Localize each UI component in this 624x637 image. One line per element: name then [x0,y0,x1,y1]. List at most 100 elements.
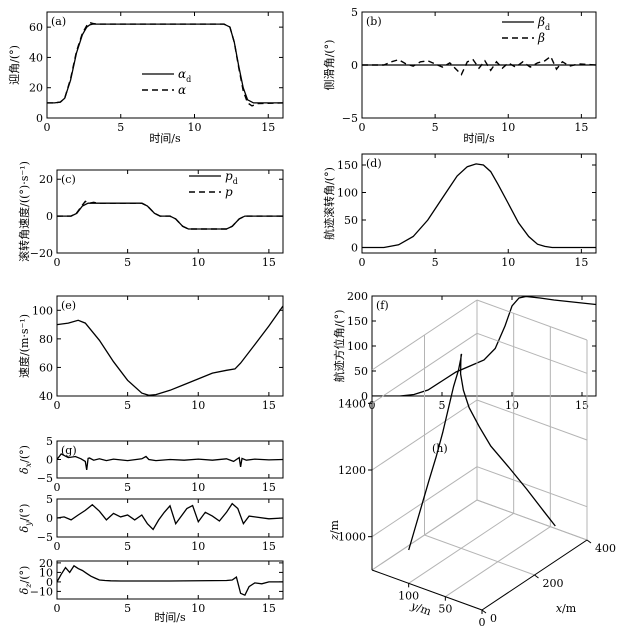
y-axis-label: δx/(°) [18,445,33,474]
panel-g1: 0 5 10 15−505(g)δx/(°) [18,435,284,494]
trajectory-line [408,353,556,551]
y-axis-label: y/m [408,599,433,619]
y-tick-label: −20 [30,247,53,260]
y-axis-label: 航迹滚转角/(°) [322,167,336,240]
y-tick-label: 5 [46,493,53,506]
x-tick-label: 5 [124,481,131,494]
x-tick-mark [534,574,539,579]
grid-line [476,299,588,341]
x-tick-label: 15 [575,399,589,412]
y-tick-label: 100 [398,589,419,602]
x-tick-label: 0 [359,256,366,269]
axes-frame [56,560,284,600]
legend: βdβ [502,15,550,45]
grid-line [476,332,588,374]
x-tick-label: 15 [262,602,276,615]
grid-line [424,534,535,576]
series-line-main [362,163,596,249]
axes-frame [56,169,284,254]
y-tick-label: 0 [46,454,53,467]
panel-e: 0 5 10 15 40 60 80 100 (e) 速度/(m·s⁻¹) [17,295,284,412]
x-tick-label: 5 [124,256,131,269]
grid-line [476,499,588,541]
grid-line [371,332,478,404]
y-tick-label: −10 [30,585,53,598]
grid-line [476,399,588,441]
y-tick-label: 20 [39,557,53,570]
x-axis-label: x/m [556,602,577,615]
x-tick-label: 15 [262,540,276,553]
axes-frame [56,295,284,397]
series-line-p [57,200,283,230]
panel-label: (h) [432,442,448,455]
y-tick-label: 20 [39,173,53,186]
y-tick-label: 20 [29,82,43,95]
legend-label: β [537,31,545,45]
y-tick-label: 0 [479,616,486,629]
panel-label: (g) [61,444,77,457]
legend-label: βd [537,15,550,32]
y-tick-label: 0 [46,512,53,525]
x-tick-mark [586,539,592,544]
x-tick-label: 5 [439,399,446,412]
y-tick-label: 50 [354,365,368,378]
y-axis-line [371,569,483,611]
panel-label: (a) [51,15,66,28]
series-line-main [57,502,283,531]
y-tick-label: 80 [39,333,53,346]
y-tick-label: −5 [342,112,358,125]
x-tick-label: 15 [262,399,276,412]
panel-label: (d) [366,157,382,170]
y-tick-label: 40 [29,51,43,64]
legend: pdp [189,169,238,199]
x-tick-label: 15 [262,256,276,269]
y-tick-label: 5 [351,6,358,19]
grid-line [445,526,551,598]
x-tick-label: 10 [191,256,205,269]
y-tick-label: 10 [39,566,53,579]
y-tick-label: 0 [36,112,43,125]
x-tick-label: 10 [191,602,205,615]
z-tick-label: 1200 [338,464,366,477]
y-tick-label: 200 [347,290,368,303]
y-axis-label: 侧滑角/(°) [323,40,336,91]
y-tick-label: 0 [46,576,53,589]
y-axis-label: 迎角/(°) [8,45,21,85]
y-tick-label: 50 [438,603,452,616]
grid-line [371,399,478,471]
series-line-β [362,55,596,76]
z-tick-label: 1400 [338,397,366,410]
x-tick-label: 5 [124,602,131,615]
x-tick-label: 0 [44,121,51,134]
panel-a: 0 5 10 15 0 20 40 60 (a) 时间/s 迎角/(°) αdα [8,11,284,145]
x-tick-label: 10 [188,121,202,134]
x-tick-label: 0 [54,602,61,615]
x-tick-label: 10 [191,399,205,412]
y-axis-label: δy/(°) [18,504,33,533]
axes-frame [56,498,284,538]
y-axis-label: δz/(°) [18,566,33,595]
y-tick-label: 60 [39,361,53,374]
legend-label: pd [225,169,238,186]
grid-line [371,299,478,371]
y-tick-label: 40 [39,390,53,403]
y-axis-label: 航迹方位角/(°) [332,310,346,383]
y-tick-label: 150 [347,315,368,328]
z-axis-label: z/m [328,519,341,541]
y-tick-label: 0 [351,242,358,255]
y-tick-label: 150 [337,159,358,172]
x-tick-label: 15 [574,121,588,134]
x-tick-label: 5 [432,256,439,269]
x-tick-label: 0 [54,399,61,412]
x-tick-label: 10 [501,121,515,134]
series-line-main [372,296,596,396]
y-tick-label: 0 [46,210,53,223]
y-tick-label: 100 [32,304,53,317]
